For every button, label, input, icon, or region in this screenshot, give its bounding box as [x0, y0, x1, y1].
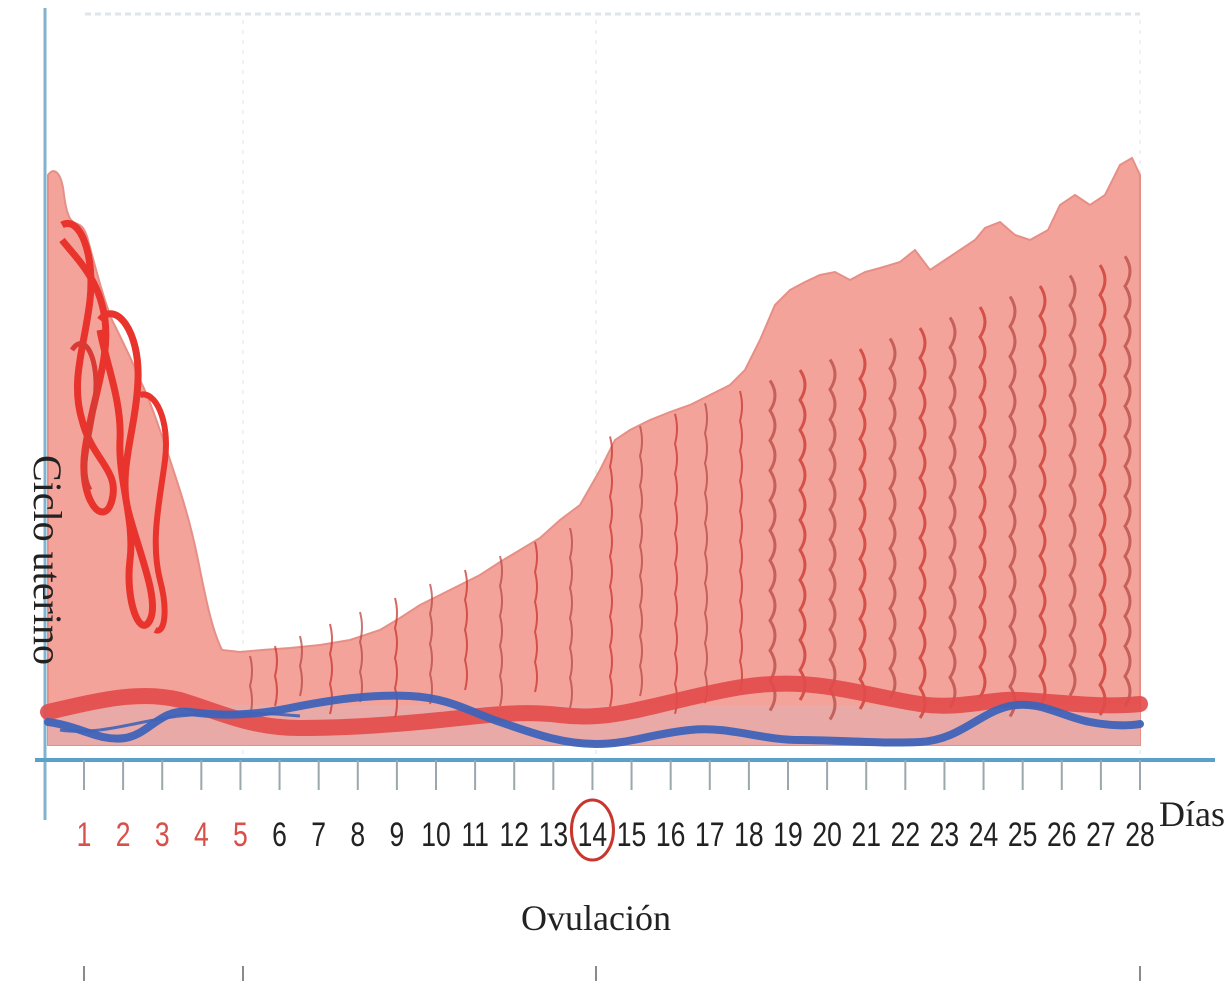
day-label: 11 — [461, 816, 489, 854]
gland — [1123, 255, 1132, 708]
day-label: 3 — [155, 816, 170, 854]
shedding-loop — [69, 341, 99, 492]
x-unit-label: Días — [1159, 794, 1225, 834]
gland — [948, 316, 957, 709]
day-label: 12 — [499, 816, 529, 854]
gland — [798, 369, 807, 701]
vein-thin — [59, 711, 301, 733]
gland — [1008, 295, 1017, 718]
day-label: 5 — [233, 816, 248, 854]
gland — [608, 436, 613, 707]
day-label: 28 — [1125, 816, 1155, 854]
day-label: 6 — [272, 816, 287, 854]
day-label: 25 — [1008, 816, 1038, 854]
gland — [1098, 264, 1107, 716]
day-label: 21 — [851, 816, 881, 854]
gland — [768, 379, 777, 712]
gland — [858, 348, 867, 710]
day-label: 22 — [891, 816, 921, 854]
gland — [533, 541, 538, 693]
day-label: 24 — [969, 816, 999, 854]
y-axis-label: Ciclo uterino — [25, 455, 70, 665]
gland — [463, 569, 468, 691]
vein — [44, 691, 1144, 749]
endometrial-glands — [248, 255, 1132, 721]
shedding-loop — [139, 391, 169, 634]
gland — [978, 306, 987, 698]
ovulation-day-circle — [569, 798, 615, 862]
day-label: 23 — [930, 816, 960, 854]
day-label: 14 — [578, 816, 608, 854]
day-label: 7 — [311, 816, 326, 854]
day-label: 1 — [77, 816, 92, 854]
day-label: 19 — [773, 816, 803, 854]
day-labels: 1 2 3 4 5 6 7 8 9 10 11 12 13 14 15 16 17 18 19 20 21 22 23 24 2… — [77, 816, 1155, 854]
day-label: 26 — [1047, 816, 1077, 854]
day-label: 2 — [116, 816, 131, 854]
day-label: 13 — [539, 816, 569, 854]
ovulation-label: Ovulación — [521, 898, 671, 938]
blood-vessels — [40, 675, 1148, 749]
endometrium-functional-layer — [47, 156, 1141, 746]
gland — [273, 645, 278, 707]
day-label: 10 — [421, 816, 451, 854]
day-label: 20 — [812, 816, 842, 854]
gland — [638, 425, 643, 697]
day-label: 9 — [390, 816, 405, 854]
day-label: 17 — [695, 816, 725, 854]
day-label: 15 — [617, 816, 647, 854]
gland — [358, 611, 363, 703]
gland — [498, 555, 503, 707]
gland — [568, 527, 573, 709]
gland — [428, 583, 433, 705]
day-label: 18 — [734, 816, 764, 854]
menstrual-shedding — [59, 220, 169, 634]
day-ticks — [83, 760, 1141, 790]
gland — [918, 327, 927, 719]
day-label: 8 — [350, 816, 365, 854]
day-label: 27 — [1086, 816, 1116, 854]
gland — [298, 635, 303, 697]
gland — [888, 337, 897, 700]
gland — [703, 402, 708, 704]
gland — [828, 358, 837, 721]
day-label: 16 — [656, 816, 686, 854]
day-label: 4 — [194, 816, 209, 854]
shedding-loop — [59, 220, 117, 516]
shedding-loop — [96, 310, 157, 629]
gland — [1068, 274, 1077, 697]
gland — [248, 655, 253, 717]
endometrium-tissue — [47, 156, 1141, 746]
gland — [1038, 285, 1047, 707]
gland — [673, 413, 678, 715]
gland — [738, 390, 743, 692]
